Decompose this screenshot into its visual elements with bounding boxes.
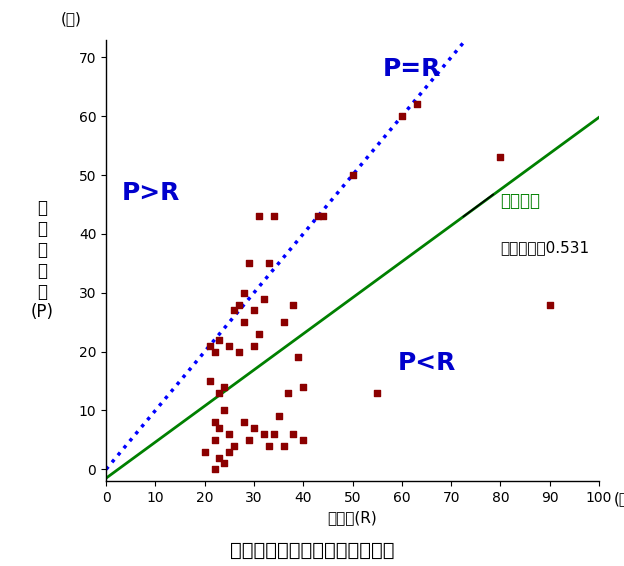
Text: P>R: P>R (121, 181, 180, 205)
Point (220, 383, 230, 392)
Text: (室): (室) (614, 491, 624, 506)
Point (397, 112, 407, 121)
Point (412, 100, 422, 109)
Point (234, 347, 244, 356)
Point (229, 441, 239, 451)
Point (318, 212, 328, 221)
Point (215, 388, 225, 397)
Point (210, 465, 220, 474)
Point (298, 435, 308, 444)
Point (229, 306, 239, 315)
Point (259, 294, 269, 303)
X-axis label: 部屋数(R): 部屋数(R) (328, 511, 378, 525)
Point (372, 388, 382, 397)
Point (239, 318, 249, 327)
Point (269, 430, 279, 439)
Text: 図：駐車場台数と部屋数の比較: 図：駐車場台数と部屋数の比較 (230, 541, 394, 560)
Point (545, 300, 555, 309)
Point (205, 341, 215, 350)
Text: 駐
車
場
台
数
(P): 駐 車 場 台 数 (P) (31, 199, 54, 321)
Point (288, 300, 298, 309)
Point (200, 447, 210, 456)
Point (225, 447, 235, 456)
Point (225, 341, 235, 350)
Point (244, 435, 254, 444)
Point (298, 383, 308, 392)
Point (249, 423, 259, 432)
Point (259, 430, 269, 439)
Point (210, 347, 220, 356)
Point (225, 430, 235, 439)
Point (244, 259, 254, 268)
Point (313, 212, 323, 221)
Point (495, 153, 505, 162)
Point (348, 170, 358, 179)
Point (269, 212, 279, 221)
Point (293, 353, 303, 362)
Text: (台): (台) (61, 11, 82, 27)
Point (215, 335, 225, 344)
Point (278, 441, 288, 451)
Point (220, 459, 230, 468)
Point (210, 418, 220, 427)
Point (264, 441, 274, 451)
Point (220, 406, 230, 415)
Text: P<R: P<R (397, 351, 456, 375)
Point (249, 341, 259, 350)
Text: 相関係数：0.531: 相関係数：0.531 (500, 240, 590, 255)
Point (288, 430, 298, 439)
Point (239, 288, 249, 297)
Point (264, 259, 274, 268)
Point (254, 212, 264, 221)
Point (249, 306, 259, 315)
Point (215, 453, 225, 462)
Point (278, 318, 288, 327)
Point (254, 329, 264, 338)
Point (239, 418, 249, 427)
Point (234, 300, 244, 309)
Text: P=R: P=R (383, 57, 441, 81)
Point (215, 423, 225, 432)
Point (205, 376, 215, 385)
Text: 回帰直線: 回帰直線 (500, 192, 540, 211)
Point (273, 412, 283, 421)
Point (210, 435, 220, 444)
Point (283, 388, 293, 397)
